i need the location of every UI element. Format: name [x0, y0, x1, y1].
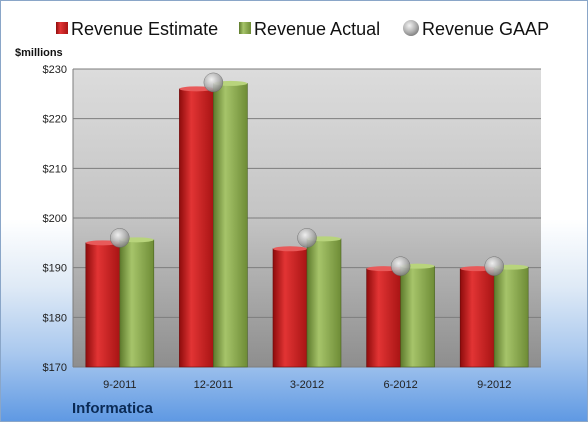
x-tick-label: 9-2011	[103, 379, 136, 391]
legend-item-gaap: Revenue GAAP	[403, 19, 549, 39]
legend-swatch-estimate	[56, 22, 68, 34]
x-tick-label: 3-2012	[290, 379, 324, 391]
bars	[85, 80, 529, 368]
bar-revenue-estimate	[366, 268, 401, 368]
bar-revenue-actual	[119, 239, 155, 368]
y-tick-label: $230	[43, 64, 67, 76]
y-tick-label: $180	[43, 312, 67, 324]
marker-revenue-gaap	[390, 256, 411, 276]
y-tick-label: $200	[43, 213, 67, 225]
bar-revenue-estimate	[272, 248, 308, 368]
company-name: Informatica	[72, 400, 154, 417]
x-tick-label: 9-2012	[477, 379, 511, 391]
gaap-markers	[110, 72, 504, 276]
y-axis: $170 $180 $190 $200 $210 $220 $230	[43, 64, 67, 374]
legend-label-gaap: Revenue GAAP	[422, 19, 549, 39]
legend: Revenue Estimate Revenue Actual Revenue …	[56, 19, 549, 39]
bar-cap-estimate	[273, 246, 307, 252]
legend-item-estimate: Revenue Estimate	[56, 19, 218, 39]
y-tick-label: $170	[43, 362, 67, 374]
bar-revenue-estimate	[459, 268, 495, 368]
y-tick-label: $220	[43, 114, 67, 126]
bar-revenue-actual	[400, 265, 435, 368]
bar-revenue-actual	[213, 83, 248, 368]
bar-cap-estimate	[179, 86, 214, 92]
legend-swatch-actual	[239, 22, 251, 34]
legend-label-actual: Revenue Actual	[254, 19, 380, 39]
legend-label-estimate: Revenue Estimate	[71, 19, 218, 39]
bar-revenue-estimate	[179, 88, 214, 368]
legend-item-actual: Revenue Actual	[239, 19, 380, 39]
bar-revenue-estimate	[85, 242, 121, 368]
bar-revenue-actual	[493, 266, 529, 368]
y-axis-unit-label: $millions	[15, 47, 63, 59]
x-tick-label: 6-2012	[383, 379, 417, 391]
marker-revenue-gaap	[203, 72, 224, 93]
x-tick-label: 12-2011	[194, 379, 234, 391]
marker-revenue-gaap	[484, 256, 504, 276]
bar-revenue-actual	[306, 238, 342, 368]
y-tick-label: $210	[43, 163, 67, 175]
x-axis: 9-2011 12-2011 3-2012 6-2012 9-2012	[103, 379, 511, 391]
marker-revenue-gaap	[297, 228, 317, 248]
y-tick-label: $190	[43, 263, 67, 275]
marker-revenue-gaap	[110, 228, 130, 248]
legend-marker-gaap	[403, 20, 419, 36]
